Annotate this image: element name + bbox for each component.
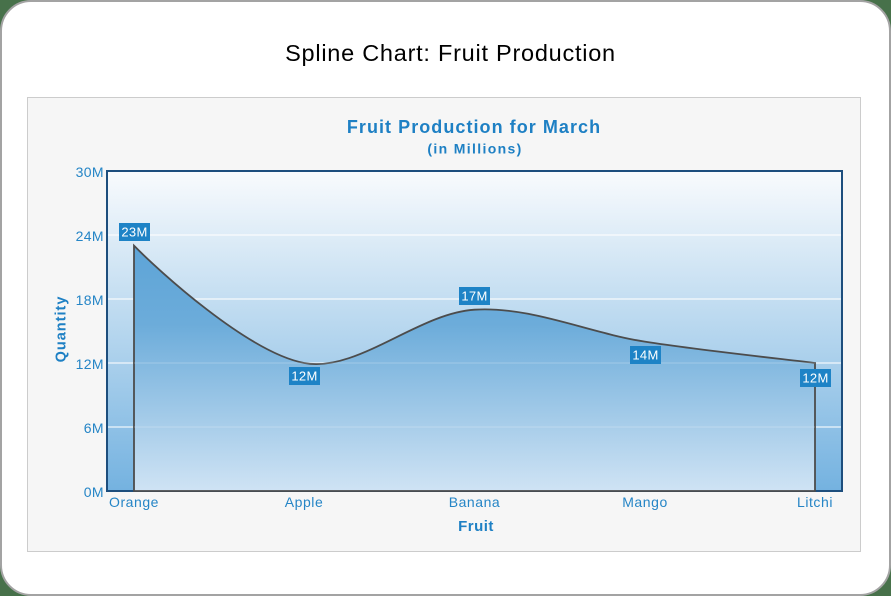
- svg-text:14M: 14M: [632, 348, 658, 363]
- svg-text:Banana: Banana: [449, 494, 501, 510]
- svg-text:Orange: Orange: [109, 494, 159, 510]
- svg-text:24M: 24M: [76, 228, 104, 244]
- svg-text:Quantity: Quantity: [54, 296, 70, 363]
- svg-text:12M: 12M: [802, 371, 828, 386]
- svg-text:17M: 17M: [461, 289, 487, 304]
- svg-text:6M: 6M: [84, 420, 104, 436]
- svg-text:Fruit Production for March: Fruit Production for March: [347, 117, 601, 137]
- svg-text:Mango: Mango: [622, 494, 668, 510]
- svg-text:30M: 30M: [76, 164, 104, 180]
- svg-text:Litchi: Litchi: [797, 494, 833, 510]
- svg-text:(in Millions): (in Millions): [427, 141, 522, 157]
- svg-text:12M: 12M: [291, 369, 317, 384]
- svg-text:Apple: Apple: [285, 494, 324, 510]
- svg-text:Fruit: Fruit: [458, 518, 494, 535]
- svg-text:12M: 12M: [76, 356, 104, 372]
- svg-text:18M: 18M: [76, 292, 104, 308]
- svg-text:23M: 23M: [121, 225, 147, 240]
- svg-text:0M: 0M: [84, 484, 104, 500]
